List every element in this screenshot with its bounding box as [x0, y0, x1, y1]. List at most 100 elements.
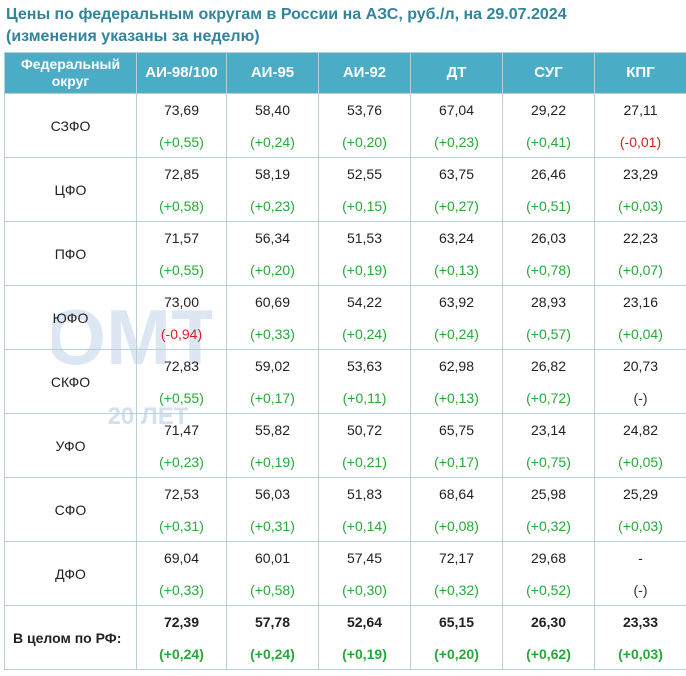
price-value: 52,64 — [346, 613, 383, 630]
price-value: 23,16 — [622, 293, 659, 310]
table-header-row: Федеральный округ АИ-98/100 АИ-95 АИ-92 ДТ С… — [4, 52, 686, 94]
title-line-2: (изменения указаны за неделю) — [6, 28, 260, 45]
weekly-change: (+0,58) — [250, 581, 295, 598]
price-cell: 25,29 (+0,03) — [594, 477, 686, 542]
price-value: 60,01 — [254, 549, 291, 566]
price-value: 62,98 — [438, 357, 475, 374]
weekly-change: (+0,04) — [618, 325, 663, 342]
weekly-change: (-0,94) — [160, 325, 203, 342]
price-cell: 57,45 (+0,30) — [318, 541, 411, 606]
price-value: 63,24 — [438, 229, 475, 246]
price-value: 57,78 — [254, 613, 291, 630]
price-value: 51,53 — [346, 229, 383, 246]
chart-title: Цены по федеральным округам в России на … — [6, 4, 682, 48]
price-value: 68,64 — [438, 485, 475, 502]
weekly-change: (+0,20) — [434, 645, 479, 662]
region-name: ЦФО — [4, 157, 137, 222]
price-value: 73,00 — [163, 293, 200, 310]
weekly-change: (+0,13) — [434, 389, 479, 406]
weekly-change: (+0,75) — [526, 453, 571, 470]
price-cell: 60,69 (+0,33) — [226, 285, 319, 350]
weekly-change: (+0,08) — [434, 517, 479, 534]
price-value: 27,11 — [623, 101, 658, 118]
price-cell: 27,11 (-0,01) — [594, 93, 686, 158]
price-cell: 22,23 (+0,07) — [594, 221, 686, 286]
table-row: СКФО 72,83 (+0,55) 59,02 (+0,17) 53,63 (+0,11)… — [4, 349, 686, 414]
price-value: 26,46 — [530, 165, 567, 182]
price-cell: 57,78 (+0,24) — [226, 605, 319, 670]
price-value: 55,82 — [254, 421, 291, 438]
price-cell: 23,29 (+0,03) — [594, 157, 686, 222]
price-value: 29,22 — [530, 101, 567, 118]
weekly-change: (+0,05) — [618, 453, 663, 470]
price-value: 72,83 — [163, 357, 200, 374]
price-value: 58,19 — [254, 165, 291, 182]
weekly-change: (+0,32) — [526, 517, 571, 534]
price-value: 54,22 — [346, 293, 383, 310]
weekly-change: (+0,20) — [250, 261, 295, 278]
weekly-change: (+0,19) — [342, 261, 387, 278]
price-value: 71,47 — [163, 421, 200, 438]
price-cell: 72,83 (+0,55) — [136, 349, 227, 414]
price-cell: 68,64 (+0,08) — [410, 477, 503, 542]
column-header: КПГ — [594, 52, 686, 94]
price-cell: 50,72 (+0,21) — [318, 413, 411, 478]
weekly-change: (+0,55) — [159, 389, 204, 406]
title-line-1: Цены по федеральным округам в России на … — [6, 6, 567, 23]
region-name: ДФО — [4, 541, 137, 606]
region-name: УФО — [4, 413, 137, 478]
price-value: 28,93 — [530, 293, 567, 310]
price-value: 63,75 — [438, 165, 475, 182]
weekly-change: (+0,03) — [618, 517, 663, 534]
price-cell: 71,47 (+0,23) — [136, 413, 227, 478]
price-value: 51,83 — [346, 485, 383, 502]
price-cell: 69,04 (+0,33) — [136, 541, 227, 606]
price-cell: 26,30 (+0,62) — [502, 605, 595, 670]
weekly-change: (+0,24) — [250, 645, 295, 662]
table-row: ДФО 69,04 (+0,33) 60,01 (+0,58) 57,45 (+0,30) 7… — [4, 541, 686, 606]
weekly-change: (+0,72) — [526, 389, 571, 406]
price-value: 56,34 — [254, 229, 291, 246]
column-header: СУГ — [502, 52, 595, 94]
price-cell: 60,01 (+0,58) — [226, 541, 319, 606]
price-cell: 25,98 (+0,32) — [502, 477, 595, 542]
price-value: 72,53 — [163, 485, 200, 502]
price-value: 23,33 — [622, 613, 659, 630]
weekly-change: (-0,01) — [619, 133, 662, 150]
price-value: 56,03 — [254, 485, 291, 502]
weekly-change: (+0,21) — [342, 453, 387, 470]
weekly-change: (+0,27) — [434, 197, 479, 214]
price-value: 52,55 — [346, 165, 383, 182]
weekly-change: (+0,31) — [250, 517, 295, 534]
price-value: 58,40 — [254, 101, 291, 118]
price-cell: 28,93 (+0,57) — [502, 285, 595, 350]
price-cell: 63,75 (+0,27) — [410, 157, 503, 222]
total-row: В целом по РФ: 72,39 (+0,24) 57,78 (+0,24) 52… — [4, 605, 686, 670]
weekly-change: (+0,41) — [526, 133, 571, 150]
weekly-change: (+0,07) — [618, 261, 663, 278]
price-cell: 63,92 (+0,24) — [410, 285, 503, 350]
weekly-change: (+0,24) — [434, 325, 479, 342]
price-cell: 62,98 (+0,13) — [410, 349, 503, 414]
price-value: 65,15 — [438, 613, 475, 630]
price-value: - — [638, 549, 643, 566]
price-value: 26,82 — [530, 357, 567, 374]
price-cell: 73,00 (-0,94) — [136, 285, 227, 350]
column-header: АИ-95 — [226, 52, 319, 94]
weekly-change: (+0,33) — [159, 581, 204, 598]
weekly-change: (+0,55) — [159, 133, 204, 150]
price-value: 53,76 — [346, 101, 383, 118]
table-body: СЗФО 73,69 (+0,55) 58,40 (+0,24) 53,76 (+0,20)… — [4, 93, 686, 670]
price-value: 73,69 — [163, 101, 200, 118]
weekly-change: (+0,13) — [434, 261, 479, 278]
region-name: ПФО — [4, 221, 137, 286]
price-value: 26,30 — [530, 613, 567, 630]
weekly-change: (+0,20) — [342, 133, 387, 150]
price-value: 50,72 — [346, 421, 383, 438]
price-value: 25,98 — [530, 485, 567, 502]
price-value: 67,04 — [438, 101, 475, 118]
price-cell: 72,53 (+0,31) — [136, 477, 227, 542]
price-value: 23,29 — [622, 165, 659, 182]
column-header: АИ-98/100 — [136, 52, 227, 94]
price-cell: 26,46 (+0,51) — [502, 157, 595, 222]
